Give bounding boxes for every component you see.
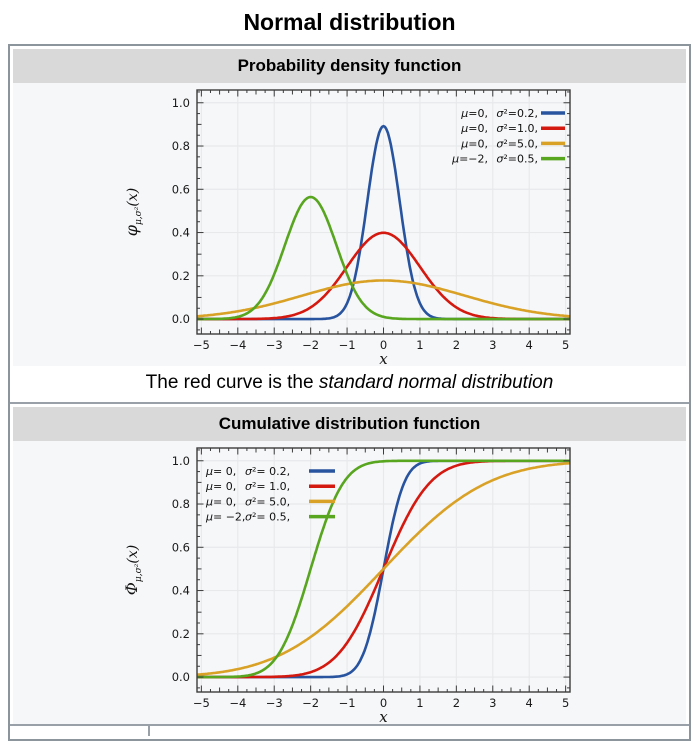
row-divider xyxy=(10,724,689,726)
svg-text:−4: −4 xyxy=(229,338,246,352)
cdf-chart[interactable]: −5 −4 −3 −2 −1 0 1 2 3 4 5 0.0 0.2 0.4 0.6 0.8 1.0 x Φμ,σ²… xyxy=(112,444,587,724)
svg-text:μ= 0,: μ= 0, xyxy=(205,495,236,508)
svg-text:1: 1 xyxy=(416,338,423,352)
svg-text:−2: −2 xyxy=(302,696,319,710)
svg-text:−3: −3 xyxy=(266,696,283,710)
svg-text:−3: −3 xyxy=(266,338,283,352)
pdf-caption-italic: standard normal distribution xyxy=(318,372,554,393)
next-row-value-cell xyxy=(150,726,689,736)
pdf-section-header: Probability density function xyxy=(13,49,686,83)
infobox: Probability density function −5 −4 −3 −2 −1 0… xyxy=(8,44,691,741)
next-table-row-partial xyxy=(10,726,689,736)
svg-text:4: 4 xyxy=(526,338,533,352)
svg-text:1.0: 1.0 xyxy=(172,454,190,468)
svg-text:2: 2 xyxy=(453,696,460,710)
svg-text:x: x xyxy=(379,708,388,724)
svg-text:μ=0,: μ=0, xyxy=(460,107,488,120)
next-row-label-cell xyxy=(10,726,150,736)
svg-text:0: 0 xyxy=(380,338,387,352)
svg-text:μ=0,: μ=0, xyxy=(460,137,488,150)
svg-text:0.4: 0.4 xyxy=(172,226,190,240)
svg-text:μ= −2,: μ= −2, xyxy=(205,511,245,524)
svg-text:0.0: 0.0 xyxy=(172,670,190,684)
row-divider xyxy=(10,402,689,404)
svg-text:0.6: 0.6 xyxy=(172,540,190,554)
svg-text:−1: −1 xyxy=(339,338,356,352)
pdf-caption-text: The red curve is the xyxy=(145,372,319,393)
svg-text:σ²= 5.0,: σ²= 5.0, xyxy=(245,495,290,508)
svg-text:σ²= 0.2,: σ²= 0.2, xyxy=(245,465,290,478)
pdf-chart[interactable]: −5 −4 −3 −2 −1 0 1 2 3 4 5 0.0 0.2 0.4 0.6 0.8 1.0 x φμ,σ²… xyxy=(112,86,587,366)
svg-text:x: x xyxy=(379,350,388,366)
svg-text:σ²= 0.5,: σ²= 0.5, xyxy=(245,511,290,524)
pdf-caption: The red curve is the standard normal dis… xyxy=(13,366,686,402)
svg-text:σ²=1.0,: σ²=1.0, xyxy=(496,122,538,135)
svg-text:−1: −1 xyxy=(339,696,356,710)
svg-text:−5: −5 xyxy=(193,338,210,352)
svg-text:0: 0 xyxy=(380,696,387,710)
svg-text:μ= 0,: μ= 0, xyxy=(205,480,236,493)
svg-text:0.2: 0.2 xyxy=(172,627,190,641)
svg-text:−2: −2 xyxy=(302,338,319,352)
svg-text:0.4: 0.4 xyxy=(172,584,190,598)
svg-text:3: 3 xyxy=(489,696,496,710)
pdf-chart-row: −5 −4 −3 −2 −1 0 1 2 3 4 5 0.0 0.2 0.4 0.6 0.8 1.0 x φμ,σ²… xyxy=(13,83,686,366)
page-title: Normal distribution xyxy=(243,9,456,35)
svg-text:Φμ,σ²(x): Φμ,σ²(x) xyxy=(122,545,144,595)
svg-text:2: 2 xyxy=(453,338,460,352)
svg-text:σ²= 1.0,: σ²= 1.0, xyxy=(245,480,290,493)
cdf-section-header: Cumulative distribution function xyxy=(13,407,686,441)
svg-text:φμ,σ²(x): φμ,σ²(x) xyxy=(122,188,144,237)
svg-text:3: 3 xyxy=(489,338,496,352)
cdf-chart-row: −5 −4 −3 −2 −1 0 1 2 3 4 5 0.0 0.2 0.4 0.6 0.8 1.0 x Φμ,σ²… xyxy=(13,441,686,724)
svg-text:0.2: 0.2 xyxy=(172,269,190,283)
svg-text:0.8: 0.8 xyxy=(172,139,190,153)
svg-text:1.0: 1.0 xyxy=(172,96,190,110)
svg-text:5: 5 xyxy=(562,696,569,710)
svg-text:−4: −4 xyxy=(229,696,246,710)
svg-text:0.8: 0.8 xyxy=(172,497,190,511)
svg-text:−5: −5 xyxy=(193,696,210,710)
svg-text:5: 5 xyxy=(562,338,569,352)
svg-text:σ²=0.2,: σ²=0.2, xyxy=(496,107,538,120)
svg-text:0.6: 0.6 xyxy=(172,182,190,196)
svg-text:μ=−2,: μ=−2, xyxy=(451,153,488,166)
svg-text:1: 1 xyxy=(416,696,423,710)
svg-text:4: 4 xyxy=(526,696,533,710)
svg-text:σ²=5.0,: σ²=5.0, xyxy=(496,137,538,150)
svg-text:μ=0,: μ=0, xyxy=(460,122,488,135)
svg-text:σ²=0.5,: σ²=0.5, xyxy=(496,153,538,166)
svg-text:0.0: 0.0 xyxy=(172,312,190,326)
svg-text:μ= 0,: μ= 0, xyxy=(205,465,236,478)
